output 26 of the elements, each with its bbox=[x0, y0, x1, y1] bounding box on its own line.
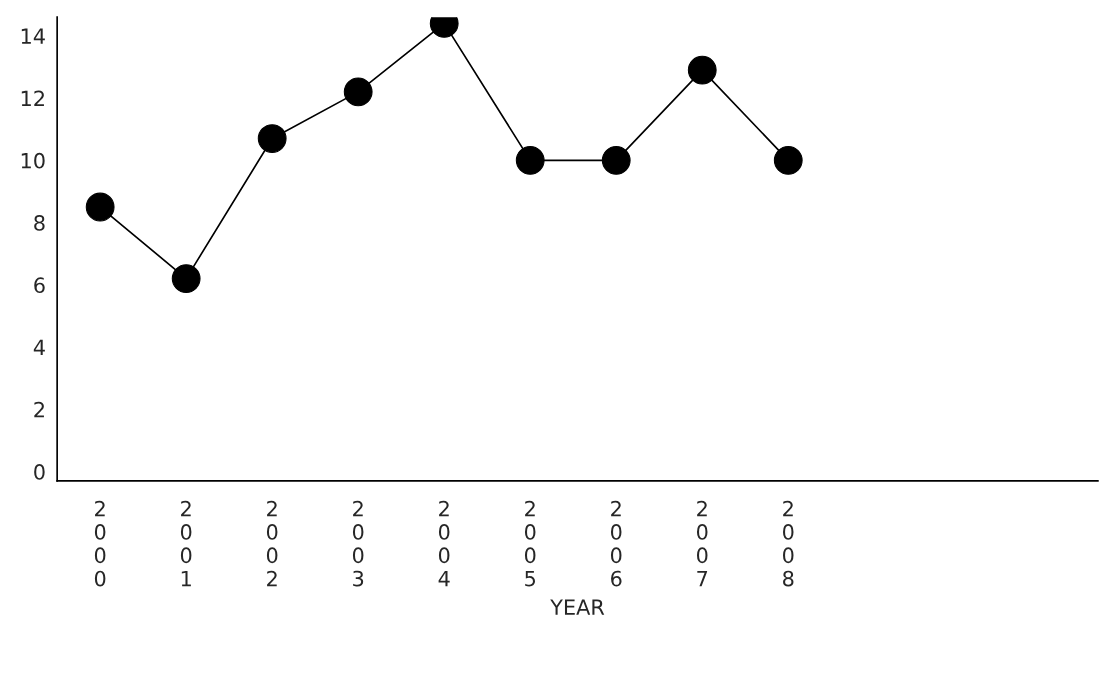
y-tick-label: 4 bbox=[33, 339, 45, 355]
x-tick-label: 2008 bbox=[783, 500, 794, 587]
y-tick-label: 10 bbox=[21, 152, 45, 169]
point bbox=[85, 192, 115, 222]
point bbox=[687, 55, 717, 85]
x-tick-label: 2006 bbox=[610, 500, 622, 587]
x-tick-label: 2000 bbox=[94, 500, 106, 587]
point bbox=[773, 145, 803, 175]
x-tick-label: 2003 bbox=[352, 500, 364, 587]
y-tick-label: 8 bbox=[34, 215, 45, 231]
x-axis-title: YEAR bbox=[550, 599, 605, 615]
point bbox=[515, 145, 545, 175]
y-tick-label: 6 bbox=[34, 277, 45, 294]
x-tick-label: 2002 bbox=[266, 500, 278, 587]
x-tick-label: 2007 bbox=[696, 500, 708, 587]
x-tick-label: 2005 bbox=[524, 500, 536, 587]
point bbox=[257, 124, 287, 153]
x-tick-label: 2001 bbox=[180, 500, 192, 587]
y-tick-label: 14 bbox=[21, 28, 45, 44]
y-tick-label: 12 bbox=[21, 90, 44, 107]
y-tick-label: 2 bbox=[34, 401, 44, 418]
point bbox=[171, 264, 201, 294]
point bbox=[343, 77, 373, 107]
x-tick-label: 2004 bbox=[438, 500, 450, 587]
point bbox=[601, 145, 631, 175]
y-tick-label: 0 bbox=[34, 464, 45, 480]
